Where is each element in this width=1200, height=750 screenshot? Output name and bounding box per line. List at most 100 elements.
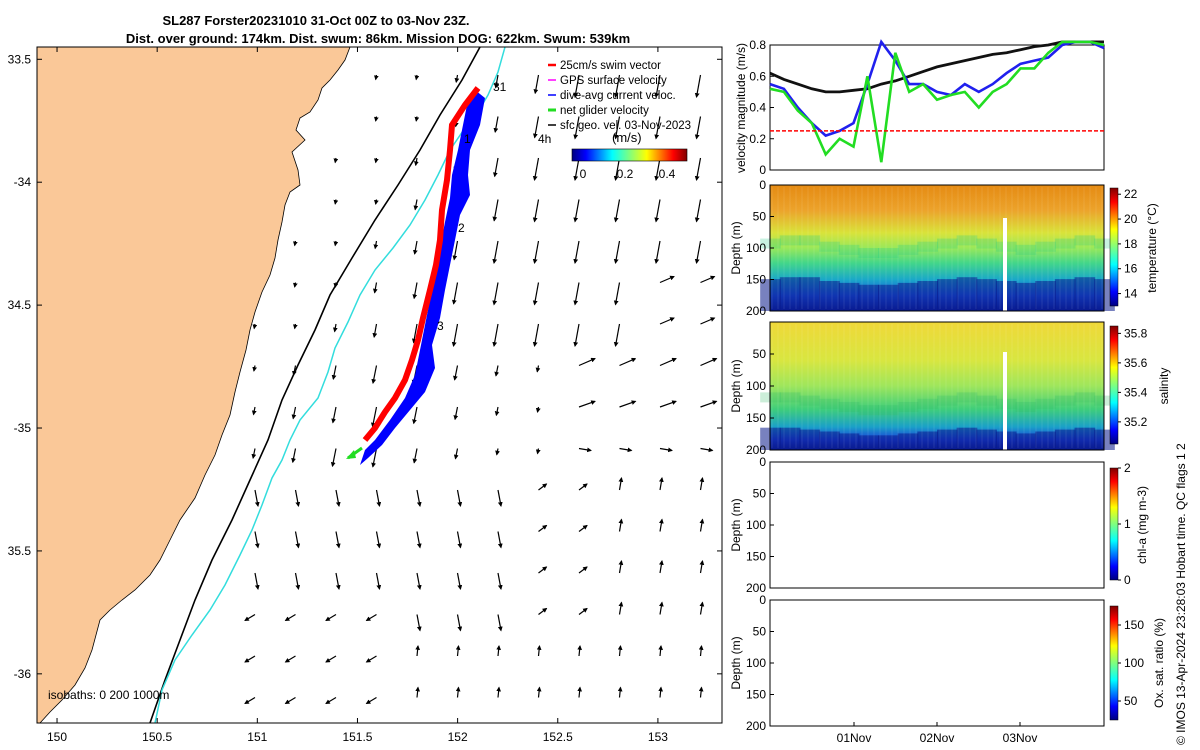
surface-velocity-arrow [413,199,419,211]
depth-tick-label: 50 [753,487,767,501]
surface-velocity-arrow [292,365,297,376]
velocity-series [769,39,1105,163]
surface-velocity-arrow [244,655,256,663]
legend-swim-vector: 25cm/s swim vector [560,60,661,72]
chl-a-frame [769,461,1105,589]
surface-velocity-arrow [414,74,420,81]
surface-velocity-arrow [492,240,499,264]
surface-velocity-arrow [451,282,459,305]
surface-velocity-arrow [453,406,459,421]
surface-velocity-arrow [254,489,260,507]
surface-velocity-arrow [700,400,718,408]
map-xtick-label: 151 [247,730,267,744]
map-ytick-label: 35.5 [8,544,32,558]
profile-deep-shade [799,429,821,450]
legend-gps-velocity: GPS surface velocity [560,75,667,87]
profile-mid-shade [819,241,840,252]
surface-velocity-arrow [659,560,664,574]
salinity-colorbar-label: salinity [1157,368,1171,405]
surface-velocity-arrow [694,199,702,223]
surface-velocity-arrow [244,613,256,622]
profile-mid-shade [1074,392,1096,403]
surface-velocity-arrow [532,199,540,223]
surface-velocity-arrow [452,240,459,261]
surface-velocity-arrow [532,157,540,181]
temperature-colorbar-label: temperature (°C) [1145,203,1159,293]
surface-velocity-arrow [573,199,580,223]
surface-velocity-arrow [374,116,379,122]
surface-velocity-arrow [494,365,500,377]
profile-deep-shade [976,429,997,450]
oxygen-colorbar-ticks: 50 100 150 [1118,618,1144,708]
surface-velocity-arrow [254,572,260,590]
profile-deep-shade [799,277,821,311]
profile-mid-shade [1035,241,1056,252]
surface-velocity-arrow [613,157,621,181]
surface-velocity-arrow [325,655,337,663]
profile-mid-shade [1074,235,1096,246]
surface-velocity-arrow [294,531,301,549]
surface-velocity-arrow [492,282,499,306]
isobaths-label: isobaths: 0 200 1000m [48,688,169,702]
surface-velocity-arrow [374,199,379,205]
surface-velocity-arrow [698,645,704,657]
surface-velocity-arrow [456,531,463,549]
depth-tick-label: 0 [759,455,766,469]
map-frame [36,46,723,724]
map-xtick-label: 151.5 [342,730,372,744]
chart-subtitle: Dist. over ground: 174km. Dist. swum: 86… [126,31,630,46]
depth-tick-label: 0 [759,178,766,192]
surface-velocity-arrow [573,116,580,140]
profile-mid-shade [1054,238,1076,249]
surface-velocity-arrow [578,357,596,367]
surface-velocity-arrow [333,282,339,289]
dive-avg-current-track [360,90,485,465]
surface-velocity-arrow [618,477,624,491]
surface-velocity-arrow [284,613,296,622]
surface-velocity-arrow [538,566,548,574]
profile-mid-shade [838,244,860,255]
colorbar-tick-label: 1 [1124,517,1131,531]
surface-velocity-arrow [291,406,297,420]
salinity-colorbar-ticks: 35.2 35.4 35.6 35.8 [1118,326,1148,429]
surface-velocity-arrow [741,318,755,324]
surface-velocity-arrow [252,365,258,372]
map-y-ticks: 33.5 -34 34.5 -35 35.5 -36 [8,52,722,681]
surface-velocity-arrow [497,531,503,549]
surface-velocity-arrow [456,572,463,590]
surface-velocity-arrow [654,74,661,98]
surface-velocity-arrow [619,400,637,408]
surface-velocity-arrow [251,448,257,460]
surface-velocity-arrow [659,518,664,532]
depth-tick-label: 100 [746,656,766,670]
profile-mid-shade [937,395,958,406]
surface-velocity-arrow [699,477,705,491]
oxygen-colorbar [1109,605,1119,721]
surface-velocity-arrow [654,116,661,140]
surface-velocity-arrow [694,74,702,98]
surface-velocity-arrow [700,317,716,325]
surface-velocity-arrow [325,696,337,705]
salinity-field [770,322,1104,450]
surface-velocity-arrow [538,607,548,615]
depth-tick-label: 200 [746,443,766,457]
surface-velocity-arrow [578,607,588,615]
surface-velocity-arrow [532,240,540,264]
map-colorbar [571,148,688,162]
surface-velocity-arrow [573,157,580,181]
profile-deep-shade [858,284,880,311]
oxygen-frame [769,599,1105,727]
surface-velocity-arrow [535,365,541,373]
profile-deep-shade [1035,431,1056,450]
surface-velocity-arrow [497,614,503,632]
map-xtick-label: 153 [648,730,668,744]
profile-deep-shade [1054,429,1076,450]
surface-velocity-arrow [536,645,542,657]
surface-velocity-arrow [415,645,421,657]
surface-velocity-arrow [333,199,339,205]
surface-velocity-arrow [414,116,420,122]
profile-deep-shade [878,284,899,311]
velocity-ytick-label: 0.2 [749,132,766,146]
surface-velocity-arrow [613,199,621,223]
salinity-ylabel: Depth (m) [729,359,743,412]
